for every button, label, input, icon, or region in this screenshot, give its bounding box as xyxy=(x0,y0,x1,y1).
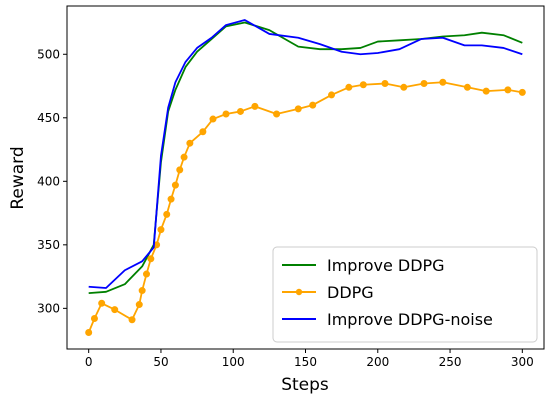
data-point-ddpg xyxy=(157,226,165,234)
y-axis: 300 350 400 450 500 xyxy=(37,47,67,315)
y-tick-label: 350 xyxy=(37,238,60,252)
data-point-ddpg xyxy=(180,153,188,161)
data-point-ddpg xyxy=(482,87,490,95)
legend-box xyxy=(272,246,538,343)
x-tick-label: 150 xyxy=(294,355,317,369)
data-point-ddpg xyxy=(400,83,408,91)
data-point-ddpg xyxy=(98,299,106,307)
data-point-ddpg xyxy=(420,79,428,87)
y-tick-label: 400 xyxy=(37,174,60,188)
data-point-ddpg xyxy=(518,88,526,96)
series-line-improve-ddpg-noise xyxy=(88,19,523,289)
data-point-ddpg xyxy=(90,315,98,323)
x-tick-label: 0 xyxy=(85,355,93,369)
data-point-ddpg xyxy=(138,287,146,295)
data-point-ddpg xyxy=(328,91,336,99)
data-point-ddpg xyxy=(504,86,512,94)
data-point-ddpg xyxy=(345,83,353,91)
x-tick-label: 50 xyxy=(153,355,168,369)
data-point-ddpg xyxy=(273,110,281,118)
data-point-ddpg xyxy=(171,181,179,189)
data-point-ddpg xyxy=(85,328,93,336)
data-point-ddpg xyxy=(128,316,136,324)
data-point-ddpg xyxy=(176,166,184,174)
data-point-ddpg xyxy=(163,210,171,218)
data-point-ddpg xyxy=(209,115,217,123)
data-point-ddpg xyxy=(309,101,317,109)
x-tick-label: 200 xyxy=(366,355,389,369)
data-point-ddpg xyxy=(236,107,244,115)
data-point-ddpg xyxy=(111,306,119,314)
series-group xyxy=(85,19,526,336)
data-point-ddpg xyxy=(199,128,207,136)
data-point-ddpg xyxy=(186,139,194,147)
y-tick-label: 450 xyxy=(37,111,60,125)
legend: Improve DDPG DDPG Improve DDPG-noise xyxy=(272,246,538,343)
data-point-ddpg xyxy=(294,105,302,113)
x-tick-label: 100 xyxy=(222,355,245,369)
y-tick-label: 300 xyxy=(37,301,60,315)
legend-label-improve-ddpg-noise: Improve DDPG-noise xyxy=(327,310,493,329)
data-point-ddpg xyxy=(143,270,150,278)
data-point-ddpg xyxy=(439,78,447,86)
legend-label-improve-ddpg: Improve DDPG xyxy=(327,256,445,275)
data-point-ddpg xyxy=(167,195,175,203)
data-point-ddpg xyxy=(147,255,155,263)
y-tick-label: 500 xyxy=(37,47,60,61)
data-point-ddpg xyxy=(135,301,143,309)
x-tick-label: 250 xyxy=(439,355,462,369)
x-tick-label: 300 xyxy=(511,355,534,369)
data-point-ddpg xyxy=(359,81,367,89)
data-point-ddpg xyxy=(222,110,230,118)
legend-label-ddpg: DDPG xyxy=(327,283,374,302)
y-axis-title: Reward xyxy=(8,146,28,209)
data-point-ddpg xyxy=(381,79,389,87)
x-axis: 0 50 100 150 200 250 300 xyxy=(85,349,534,369)
legend-marker-ddpg xyxy=(295,288,303,296)
data-point-ddpg xyxy=(463,83,471,91)
data-point-ddpg xyxy=(251,102,259,110)
x-axis-title: Steps xyxy=(281,375,329,395)
